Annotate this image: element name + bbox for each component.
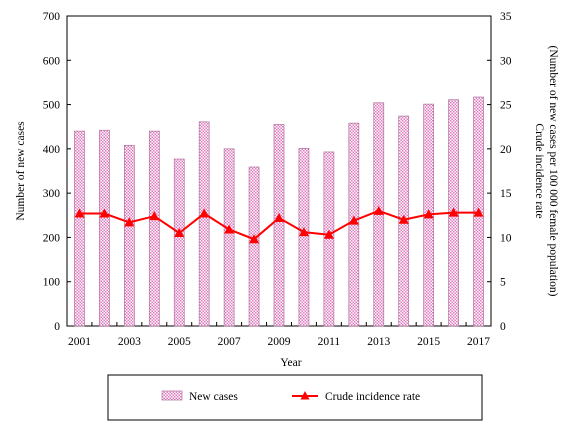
x-tick-label: 2009 [268,336,291,348]
left-tick-label: 700 [43,11,61,23]
rate-point-2006 [199,208,210,218]
legend-label-crude-rate: Crude incidence rate [325,391,420,403]
x-tick-label: 2017 [467,336,490,348]
x-tick-label: 2003 [118,336,141,348]
rate-point-2017 [473,207,484,217]
left-tick-label: 500 [43,100,61,112]
x-axis-title: Year [280,357,301,369]
right-tick-label: 15 [500,188,512,200]
left-tick-label: 600 [43,55,61,67]
y2-axis-title-line2: (Number of new cases per 100 000 female … [547,45,559,296]
left-tick-label: 100 [43,277,61,289]
bar-new-cases-2001 [74,130,85,327]
right-tick-label: 0 [500,321,506,333]
left-tick-label: 200 [43,232,61,244]
bar-new-cases-2005 [173,158,185,327]
left-y-axis: 0 100 200 300 400 500 600 700 [43,11,71,333]
y-axis-title: Number of new cases [15,121,27,221]
bar-new-cases-2011 [323,151,335,327]
x-tick-label: 2015 [417,336,440,348]
rate-point-2003 [124,217,135,227]
x-tick-label: 2005 [168,336,191,348]
rate-point-2012 [348,215,359,225]
bar-new-cases-2010 [298,148,310,327]
rate-point-2001 [74,208,85,218]
rate-line-group [74,205,484,244]
legend-label-new-cases: New cases [189,391,238,403]
x-tick-label: 2011 [318,336,341,348]
right-tick-label: 5 [500,277,506,289]
left-tick-label: 400 [43,144,61,156]
rate-point-2004 [149,211,160,221]
rate-point-2011 [323,229,334,239]
bar-new-cases-2007 [223,148,235,327]
rate-point-2015 [423,209,434,219]
x-tick-label: 2001 [68,336,91,348]
x-axis: 2001 2003 2005 2007 2009 2011 2013 2015 2017 [66,322,492,348]
bars-group [74,96,484,327]
bar-new-cases-2003 [123,144,135,327]
right-tick-label: 25 [500,100,512,112]
left-tick-label: 300 [43,188,61,200]
y2-axis-title-line1: Crude incidence rate [533,123,545,218]
rate-point-2014 [398,214,409,224]
rate-point-2007 [224,224,235,234]
right-tick-label: 20 [500,144,512,156]
right-y-axis: 0 5 10 15 20 25 30 35 [487,11,512,333]
x-tick-label: 2013 [367,336,390,348]
bar-new-cases-2009 [273,124,285,327]
bar-new-cases-2004 [148,130,160,327]
rate-point-2009 [274,212,284,222]
right-tick-label: 10 [500,232,512,244]
legend-triangle-icon [300,391,310,400]
right-tick-label: 35 [500,11,512,23]
rate-point-2008 [249,234,260,244]
legend-bar-swatch [161,390,183,401]
rate-point-2010 [298,227,309,237]
rate-point-2005 [174,228,185,237]
bar-new-cases-2002 [99,129,110,327]
rate-point-2002 [99,208,110,218]
rate-point-2016 [448,207,459,217]
bar-new-cases-2008 [248,166,260,327]
rate-point-2013 [373,205,384,215]
left-tick-label: 0 [54,321,60,333]
legend: New cases Crude incidence rate [107,374,483,421]
right-tick-label: 30 [500,55,512,67]
x-tick-label: 2007 [218,336,241,348]
bar-new-cases-2006 [198,121,210,327]
